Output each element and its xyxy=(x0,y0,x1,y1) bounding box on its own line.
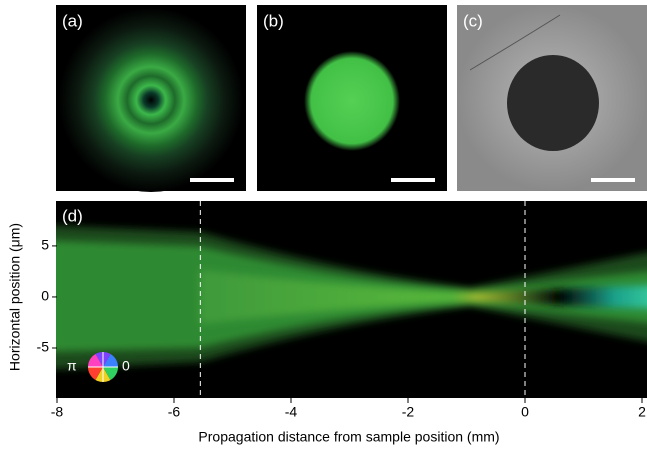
y-tick-label: -5 xyxy=(37,339,50,355)
panel-d: (d) π 0 xyxy=(40,201,647,398)
phase-wheel xyxy=(88,352,118,382)
phase-label: π xyxy=(67,358,77,374)
x-tick-label: -4 xyxy=(285,404,298,420)
panel-b: (b) xyxy=(257,5,447,191)
x-tick-label: 0 xyxy=(521,404,529,420)
x-tick-label: 2 xyxy=(638,404,646,420)
x-tick-label: -6 xyxy=(168,404,181,420)
panel-label: (c) xyxy=(463,11,483,30)
figure: (a) (b) (c) (d) π 0 Horizontal position (… xyxy=(0,0,647,454)
panel-label: (d) xyxy=(62,206,83,225)
x-axis-label: Propagation distance from sample positio… xyxy=(198,429,499,445)
panel-c: (c) xyxy=(457,5,647,191)
y-axis-label: Horizontal position (μm) xyxy=(7,223,23,371)
y-tick-label: 0 xyxy=(41,288,49,304)
x-tick-label: -2 xyxy=(402,404,415,420)
panel-a: (a) xyxy=(56,5,246,192)
panel-label: (a) xyxy=(62,11,83,30)
phase-label: 0 xyxy=(122,358,130,374)
y-tick-label: 5 xyxy=(41,237,49,253)
panel-label: (b) xyxy=(263,11,284,30)
x-tick-label: -8 xyxy=(51,404,64,420)
